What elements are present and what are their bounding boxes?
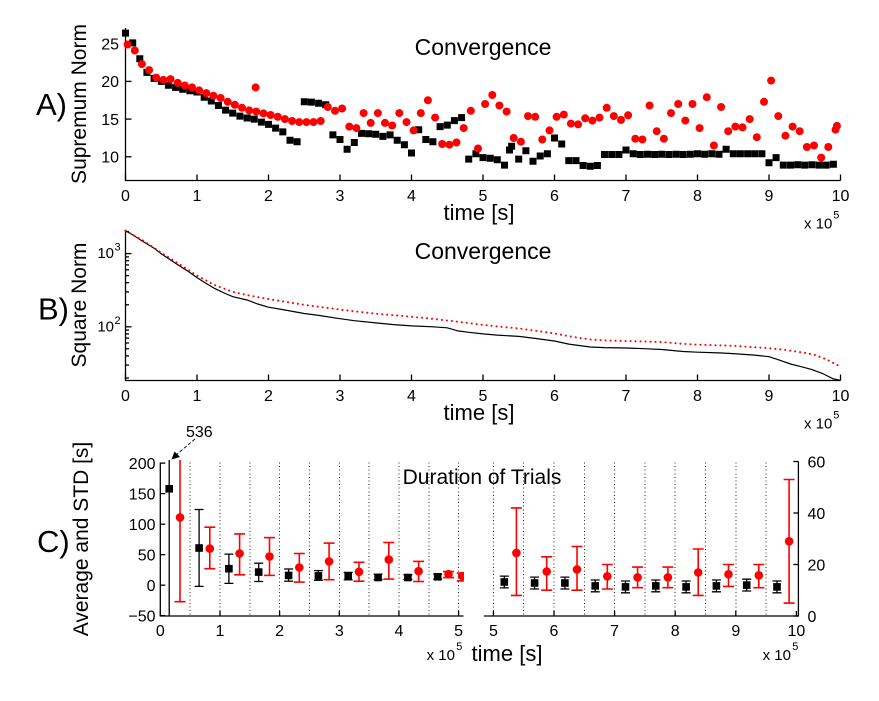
svg-text:10: 10 [788, 623, 806, 640]
svg-text:5: 5 [792, 641, 798, 653]
svg-text:C): C) [37, 524, 70, 559]
svg-text:time [s]: time [s] [472, 641, 543, 666]
svg-text:5: 5 [456, 641, 462, 653]
svg-text:6: 6 [550, 188, 559, 205]
svg-text:6: 6 [550, 623, 559, 640]
svg-text:2: 2 [264, 388, 273, 405]
svg-text:536: 536 [186, 424, 213, 441]
svg-text:5: 5 [489, 623, 498, 640]
svg-text:−50: −50 [128, 609, 155, 626]
svg-text:0: 0 [808, 609, 817, 626]
svg-text:Average and STD [s]: Average and STD [s] [70, 442, 93, 637]
svg-text:10: 10 [832, 388, 850, 405]
svg-text:3: 3 [336, 388, 345, 405]
svg-text:0: 0 [121, 188, 130, 205]
svg-text:4: 4 [407, 388, 416, 405]
svg-text:1: 1 [216, 623, 225, 640]
svg-text:0: 0 [156, 623, 165, 640]
svg-text:Convergence: Convergence [415, 34, 552, 60]
svg-text:4: 4 [394, 623, 403, 640]
svg-text:5: 5 [479, 188, 488, 205]
svg-text:0: 0 [147, 578, 156, 595]
svg-text:Supremum Norm: Supremum Norm [68, 24, 91, 184]
svg-text:8: 8 [671, 623, 680, 640]
svg-text:8: 8 [693, 388, 702, 405]
svg-text:60: 60 [808, 454, 826, 471]
svg-text:9: 9 [731, 623, 740, 640]
svg-text:7: 7 [622, 188, 631, 205]
svg-text:A): A) [36, 87, 67, 122]
svg-text:Square Norm: Square Norm [68, 243, 91, 368]
svg-text:8: 8 [693, 188, 702, 205]
svg-text:4: 4 [407, 188, 416, 205]
svg-text:1: 1 [193, 388, 202, 405]
svg-text:7: 7 [610, 623, 619, 640]
svg-text:1: 1 [193, 188, 202, 205]
svg-text:3: 3 [335, 623, 344, 640]
svg-text:x 10: x 10 [804, 416, 832, 433]
svg-text:10: 10 [101, 150, 119, 167]
svg-text:2: 2 [264, 188, 273, 205]
svg-text:time [s]: time [s] [444, 400, 515, 425]
svg-text:3: 3 [336, 188, 345, 205]
svg-text:10: 10 [97, 318, 114, 335]
svg-text:25: 25 [101, 37, 119, 54]
svg-text:x 10: x 10 [804, 216, 832, 233]
svg-text:9: 9 [765, 388, 774, 405]
svg-text:3: 3 [115, 242, 121, 254]
svg-text:40: 40 [808, 506, 826, 523]
svg-text:x 10: x 10 [763, 647, 791, 664]
svg-text:time [s]: time [s] [444, 200, 515, 225]
svg-text:20: 20 [101, 74, 119, 91]
svg-text:2: 2 [275, 623, 284, 640]
svg-text:200: 200 [129, 456, 156, 473]
svg-text:7: 7 [622, 388, 631, 405]
svg-text:6: 6 [550, 388, 559, 405]
svg-text:5: 5 [833, 210, 839, 222]
svg-text:100: 100 [129, 517, 156, 534]
svg-text:15: 15 [101, 112, 119, 129]
svg-text:5: 5 [454, 623, 463, 640]
svg-text:Duration of Trials: Duration of Trials [403, 466, 562, 489]
svg-text:2: 2 [115, 315, 121, 327]
svg-text:10: 10 [97, 245, 114, 262]
svg-text:150: 150 [129, 486, 156, 503]
svg-text:0: 0 [121, 388, 130, 405]
svg-text:50: 50 [138, 548, 156, 565]
svg-text:5: 5 [479, 388, 488, 405]
svg-text:Convergence: Convergence [415, 238, 552, 264]
svg-text:9: 9 [765, 188, 774, 205]
svg-text:10: 10 [832, 188, 850, 205]
svg-text:x 10: x 10 [427, 647, 455, 664]
svg-text:5: 5 [833, 410, 839, 422]
svg-text:20: 20 [808, 557, 826, 574]
svg-text:B): B) [38, 292, 69, 327]
